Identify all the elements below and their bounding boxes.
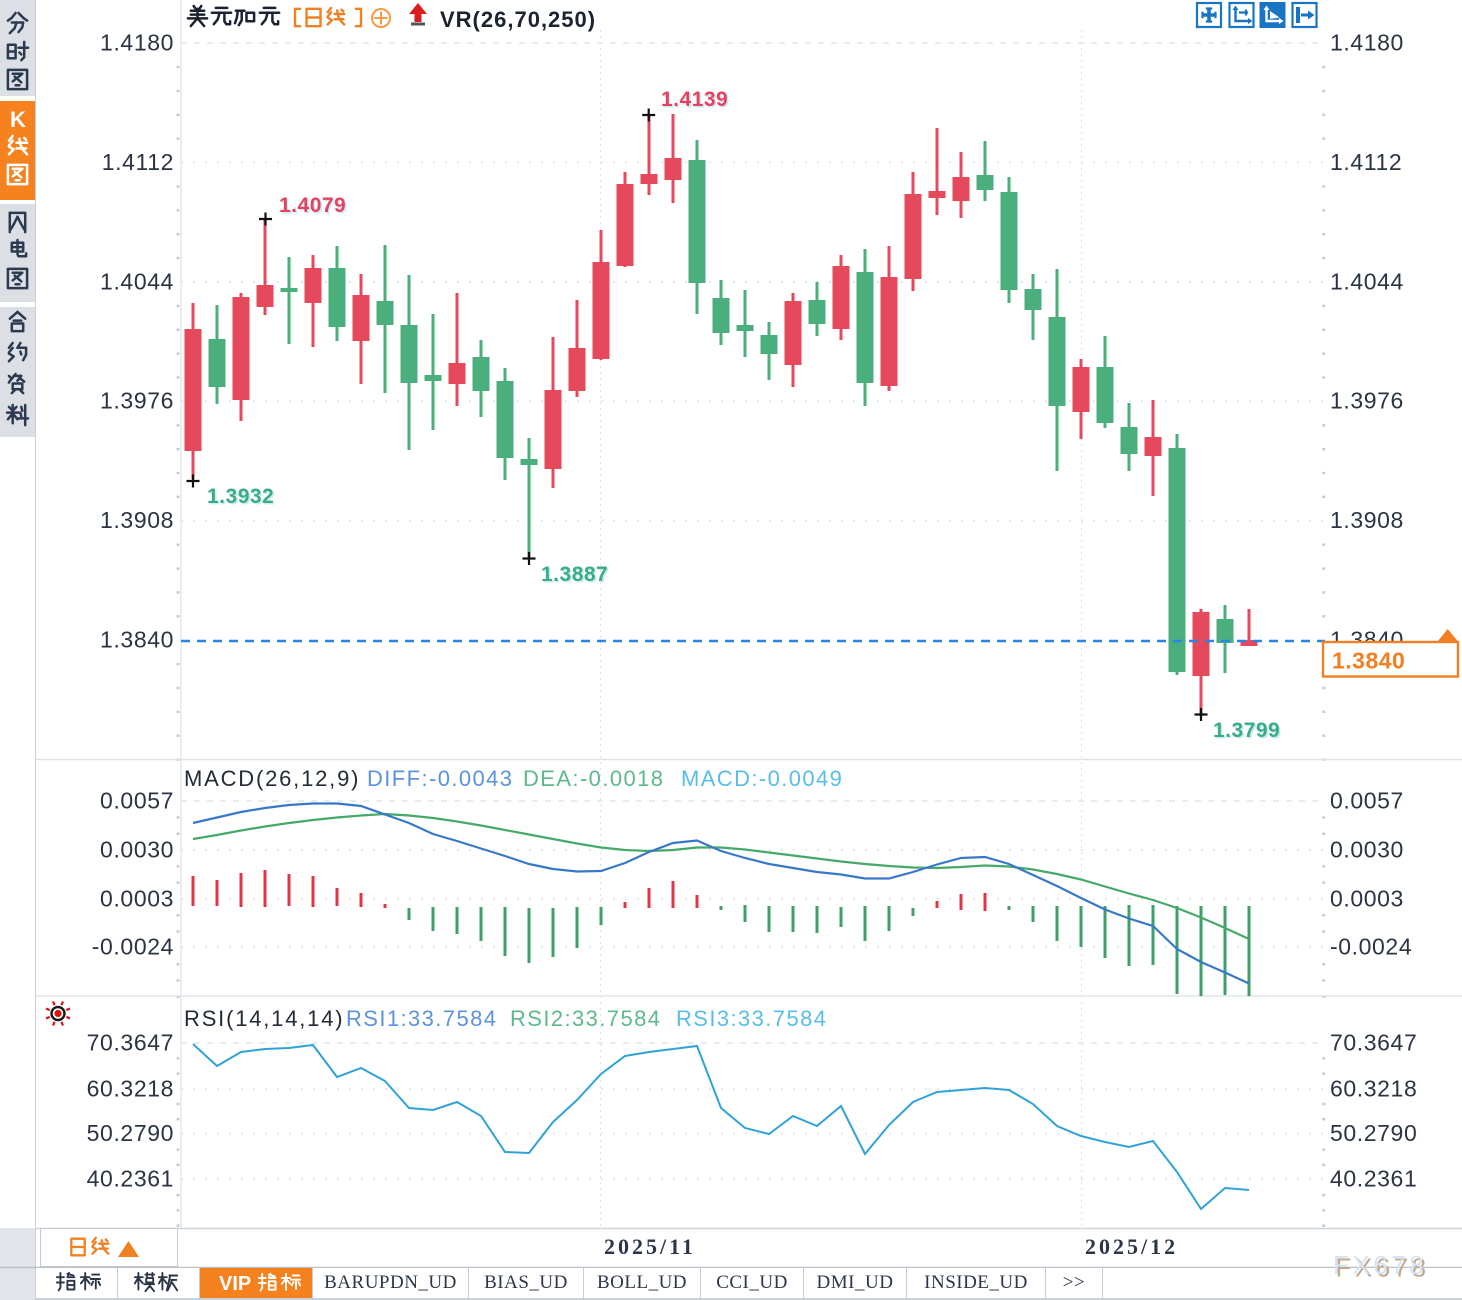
svg-text:1.4112: 1.4112 xyxy=(1330,149,1402,175)
svg-text:1.4044: 1.4044 xyxy=(100,268,174,294)
svg-text:1.4180: 1.4180 xyxy=(100,30,174,56)
svg-text:40.2361: 40.2361 xyxy=(1330,1166,1417,1192)
svg-text:1.3840: 1.3840 xyxy=(1332,648,1405,674)
svg-text:50.2790: 50.2790 xyxy=(1330,1120,1417,1146)
svg-text:40.2361: 40.2361 xyxy=(87,1166,174,1192)
svg-text:MACD(26,12,9): MACD(26,12,9) xyxy=(184,766,360,791)
svg-text:1.3932: 1.3932 xyxy=(207,485,274,508)
svg-text:0.0030: 0.0030 xyxy=(100,837,174,863)
svg-text:1.3840: 1.3840 xyxy=(100,627,174,653)
svg-text:0.0030: 0.0030 xyxy=(1330,837,1404,863)
svg-text:60.3218: 60.3218 xyxy=(87,1076,174,1102)
svg-text:1.3976: 1.3976 xyxy=(1330,388,1404,414)
svg-text:MACD:-0.0049: MACD:-0.0049 xyxy=(681,766,843,791)
svg-text:50.2790: 50.2790 xyxy=(87,1120,174,1146)
svg-text:1.4079: 1.4079 xyxy=(281,196,348,219)
svg-text:DEA:-0.0018: DEA:-0.0018 xyxy=(523,766,664,791)
svg-text:1.4139: 1.4139 xyxy=(661,88,728,111)
svg-text:1.3908: 1.3908 xyxy=(100,507,174,533)
svg-text:-0.0024: -0.0024 xyxy=(1330,934,1412,960)
svg-text:VR(26,70,250): VR(26,70,250) xyxy=(440,7,596,32)
svg-text:1.4180: 1.4180 xyxy=(1330,30,1404,56)
svg-text:70.3647: 70.3647 xyxy=(87,1030,174,1056)
svg-text:1.3976: 1.3976 xyxy=(100,388,174,414)
svg-text:60.3218: 60.3218 xyxy=(1330,1076,1417,1102)
svg-text:1.3932: 1.3932 xyxy=(209,487,276,510)
svg-text:0.0057: 0.0057 xyxy=(1330,788,1404,814)
svg-text:1.3799: 1.3799 xyxy=(1213,719,1280,742)
svg-text:1.4112: 1.4112 xyxy=(102,149,174,175)
svg-text:DIFF:-0.0043: DIFF:-0.0043 xyxy=(367,766,513,791)
svg-text:1.3887: 1.3887 xyxy=(543,565,610,588)
svg-text:RSI3:33.7584: RSI3:33.7584 xyxy=(676,1006,827,1031)
svg-text:-0.0024: -0.0024 xyxy=(92,934,174,960)
svg-text:1.3908: 1.3908 xyxy=(1330,507,1404,533)
svg-text:0.0003: 0.0003 xyxy=(100,886,174,912)
svg-text:RSI(14,14,14): RSI(14,14,14) xyxy=(184,1006,344,1031)
svg-text:0.0003: 0.0003 xyxy=(1330,886,1404,912)
svg-text:1.4139: 1.4139 xyxy=(663,90,730,113)
svg-text:70.3647: 70.3647 xyxy=(1330,1030,1417,1056)
svg-text:1.4044: 1.4044 xyxy=(1330,268,1404,294)
svg-text:RSI1:33.7584: RSI1:33.7584 xyxy=(346,1006,497,1031)
svg-text:1.4079: 1.4079 xyxy=(279,194,346,217)
svg-text:1.3887: 1.3887 xyxy=(541,563,608,586)
svg-text:1.3799: 1.3799 xyxy=(1215,721,1282,744)
svg-text:RSI2:33.7584: RSI2:33.7584 xyxy=(510,1006,661,1031)
svg-text:0.0057: 0.0057 xyxy=(100,788,174,814)
